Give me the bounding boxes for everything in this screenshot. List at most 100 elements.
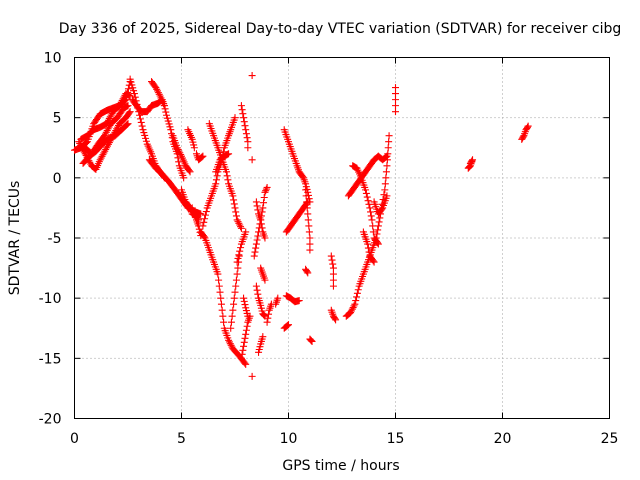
data-point xyxy=(225,150,233,158)
data-point xyxy=(260,311,268,319)
data-point xyxy=(240,294,248,302)
data-point xyxy=(243,134,251,142)
data-point xyxy=(353,289,361,297)
data-point xyxy=(261,276,269,284)
data-point xyxy=(240,338,248,346)
data-point xyxy=(239,346,247,354)
data-point xyxy=(197,210,205,218)
data-point xyxy=(234,218,242,226)
data-point xyxy=(230,196,238,204)
data-point xyxy=(235,219,243,227)
data-point xyxy=(257,220,265,228)
y-tick-label: -10 xyxy=(39,291,62,307)
data-point xyxy=(160,102,168,110)
data-point xyxy=(218,306,226,314)
data-point xyxy=(242,326,250,334)
data-point xyxy=(202,208,210,216)
data-point xyxy=(283,322,291,330)
data-point xyxy=(234,254,242,262)
data-point xyxy=(224,176,232,184)
data-point xyxy=(161,105,169,113)
data-point xyxy=(329,264,337,272)
data-point xyxy=(369,222,377,230)
data-point xyxy=(199,222,207,230)
data-point xyxy=(200,218,208,226)
data-point xyxy=(199,152,207,160)
data-point xyxy=(248,372,256,380)
data-point xyxy=(241,301,249,309)
data-point xyxy=(304,216,312,224)
data-point xyxy=(307,337,315,345)
data-point xyxy=(365,200,373,208)
data-point xyxy=(237,102,245,110)
data-point xyxy=(127,78,135,86)
data-point xyxy=(185,203,193,211)
data-point xyxy=(303,268,311,276)
data-point xyxy=(241,359,249,367)
data-point xyxy=(392,108,399,116)
data-point xyxy=(248,156,256,164)
data-point xyxy=(230,200,238,208)
data-point xyxy=(252,282,260,290)
data-point xyxy=(231,204,239,212)
data-point xyxy=(375,218,383,226)
data-point xyxy=(365,248,373,256)
y-axis-label: SDTVAR / TECUs xyxy=(7,181,23,296)
data-point xyxy=(329,270,337,278)
data-point xyxy=(238,350,246,358)
data-point xyxy=(126,108,134,116)
data-point xyxy=(239,110,247,118)
data-point xyxy=(252,240,260,248)
data-point xyxy=(216,288,224,296)
data-point xyxy=(380,191,388,199)
data-point xyxy=(392,90,399,98)
data-point xyxy=(165,120,173,128)
data-point xyxy=(163,114,171,122)
data-point xyxy=(374,226,382,234)
data-point xyxy=(363,193,371,201)
data-point xyxy=(124,120,132,128)
data-point xyxy=(126,75,134,83)
x-axis-label: GPS time / hours xyxy=(282,458,399,474)
data-point xyxy=(242,228,250,236)
data-point xyxy=(302,192,310,200)
data-point xyxy=(467,158,475,166)
data-point xyxy=(252,198,260,206)
data-point xyxy=(141,131,149,139)
data-point xyxy=(244,138,252,146)
data-point xyxy=(180,174,188,182)
data-point xyxy=(185,167,193,175)
data-point xyxy=(153,85,161,93)
data-point xyxy=(227,318,235,326)
data-point xyxy=(240,114,248,122)
data-point xyxy=(465,163,473,171)
data-point xyxy=(382,174,390,182)
data-point xyxy=(232,276,240,284)
data-point xyxy=(251,248,259,256)
x-tick-label: 5 xyxy=(177,431,186,447)
data-point xyxy=(128,81,136,89)
data-point xyxy=(306,240,314,248)
data-point xyxy=(362,189,370,197)
data-point xyxy=(242,130,250,138)
data-point xyxy=(241,122,249,130)
data-point xyxy=(231,288,239,296)
data-point xyxy=(519,133,527,141)
data-point xyxy=(130,87,138,95)
data-point xyxy=(364,197,372,205)
y-tick-label: -5 xyxy=(48,231,62,247)
data-point xyxy=(362,186,370,194)
data-point xyxy=(226,340,234,348)
data-point xyxy=(259,333,267,341)
data-point xyxy=(274,294,282,302)
x-tick-label: 20 xyxy=(494,431,512,447)
data-point xyxy=(347,307,355,315)
data-point xyxy=(232,212,240,220)
data-point xyxy=(253,286,261,294)
data-point xyxy=(329,260,337,268)
data-point xyxy=(223,172,231,180)
data-point xyxy=(201,215,209,223)
data-point xyxy=(142,134,150,142)
data-point xyxy=(243,322,251,330)
data-point xyxy=(219,312,227,320)
